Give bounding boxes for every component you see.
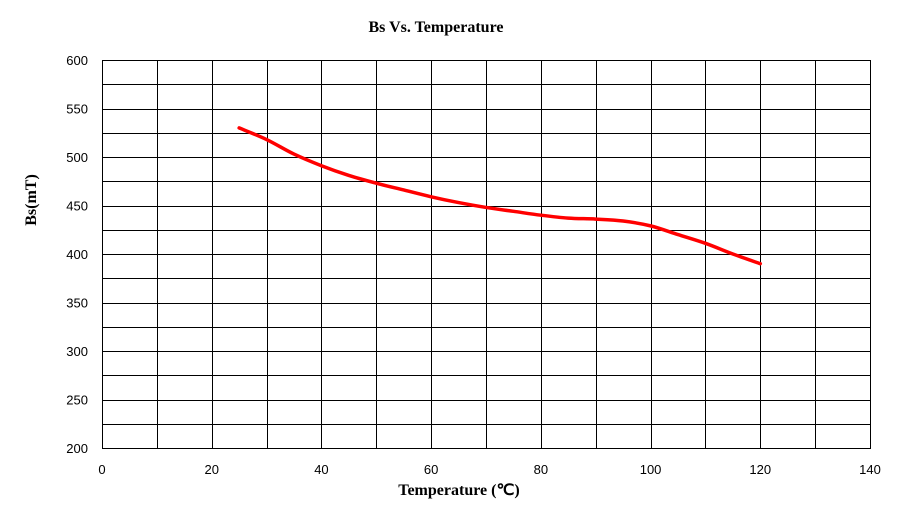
y-tick-label: 550 [66, 102, 88, 117]
x-tick-label: 120 [749, 462, 771, 477]
y-tick-label: 350 [66, 296, 88, 311]
y-tick-label: 300 [66, 344, 88, 359]
x-tick-label: 40 [314, 462, 328, 477]
grid [102, 60, 871, 449]
x-tick-label: 0 [98, 462, 105, 477]
x-tick-label: 60 [424, 462, 438, 477]
plot-frame [102, 60, 871, 449]
y-axis-label: Bs(mT) [23, 174, 40, 226]
y-tick-label: 400 [66, 247, 88, 262]
series-layer [237, 126, 763, 266]
y-tick-label: 250 [66, 393, 88, 408]
series-line [237, 126, 763, 266]
x-tick-label: 100 [640, 462, 662, 477]
x-tick-label: 140 [859, 462, 881, 477]
y-tick-label: 600 [66, 53, 88, 68]
x-axis-label: Temperature (℃) [398, 482, 520, 499]
chart-title: Bs Vs. Temperature [369, 19, 504, 36]
y-tick-label: 450 [66, 199, 88, 214]
y-tick-label: 200 [66, 441, 88, 456]
x-tick-label: 80 [534, 462, 548, 477]
y-tick-label: 500 [66, 150, 88, 165]
x-tick-label: 20 [204, 462, 218, 477]
tick-labels: 0 20 40 60 80 100 120 140 200 250 300 350 400 450 500 5… [66, 53, 881, 477]
